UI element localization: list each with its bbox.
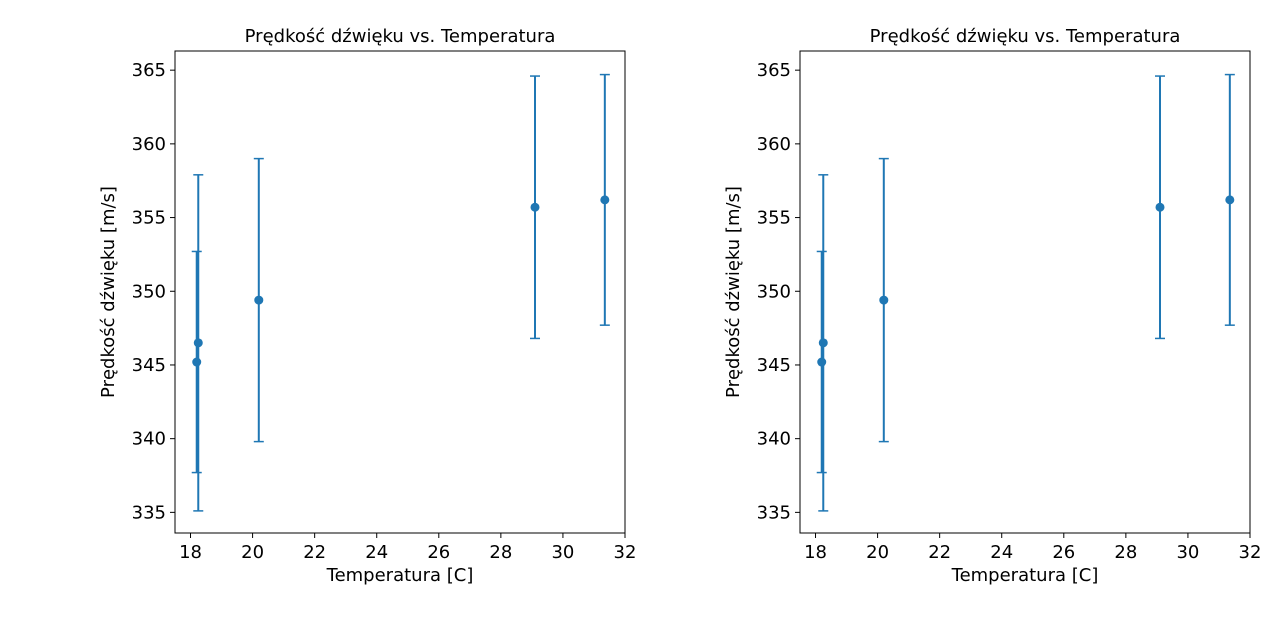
data-point xyxy=(530,202,540,212)
data-point xyxy=(254,295,264,305)
plot-area-frame xyxy=(174,50,626,534)
data-point xyxy=(818,338,828,348)
plot-area-frame xyxy=(799,50,1251,534)
x-axis-label: Temperatura [C] xyxy=(326,565,474,586)
y-axis-label: Prędkość dźwięku [m/s] xyxy=(723,186,744,398)
data-point xyxy=(1225,195,1235,205)
chart-title: Prędkość dźwięku vs. Temperatura xyxy=(245,26,556,47)
x-tick-label: 32 xyxy=(614,542,637,563)
x-tick-label: 18 xyxy=(804,542,827,563)
x-tick-label: 26 xyxy=(427,542,450,563)
data-point xyxy=(192,357,202,367)
x-tick-label: 20 xyxy=(866,542,889,563)
x-tick-label: 24 xyxy=(365,542,388,563)
chart-panel-1: Prędkość dźwięku vs. Temperatura 18 20 22 24… xyxy=(98,26,636,586)
y-tick-label: 355 xyxy=(757,208,791,229)
x-tick-label: 30 xyxy=(1176,542,1199,563)
y-tick-label: 335 xyxy=(132,502,166,523)
y-tick-label: 360 xyxy=(132,134,166,155)
data-point xyxy=(879,295,889,305)
y-tick-label: 340 xyxy=(132,429,166,450)
y-tick-label: 365 xyxy=(757,60,791,81)
x-tick-label: 18 xyxy=(179,542,202,563)
data-point xyxy=(600,195,610,205)
y-tick-label: 345 xyxy=(132,355,166,376)
x-tick-label: 32 xyxy=(1239,542,1262,563)
data-point xyxy=(1155,202,1165,212)
x-tick-label: 26 xyxy=(1052,542,1075,563)
chart-title: Prędkość dźwięku vs. Temperatura xyxy=(870,26,1181,47)
y-tick-label: 340 xyxy=(757,429,791,450)
x-tick-label: 28 xyxy=(489,542,512,563)
x-tick-label: 24 xyxy=(990,542,1013,563)
x-tick-label: 30 xyxy=(551,542,574,563)
chart-panel-2: Prędkość dźwięku vs. Temperatura 18 20 22 24… xyxy=(723,26,1261,586)
y-tick-label: 360 xyxy=(757,134,791,155)
data-point xyxy=(817,357,827,367)
y-tick-label: 335 xyxy=(757,502,791,523)
y-tick-label: 350 xyxy=(132,281,166,302)
y-tick-label: 355 xyxy=(132,208,166,229)
x-tick-label: 28 xyxy=(1114,542,1137,563)
x-tick-label: 20 xyxy=(241,542,264,563)
x-axis-label: Temperatura [C] xyxy=(951,565,1099,586)
x-tick-label: 22 xyxy=(928,542,951,563)
y-tick-label: 345 xyxy=(757,355,791,376)
data-point xyxy=(193,338,203,348)
y-tick-label: 365 xyxy=(132,60,166,81)
x-tick-label: 22 xyxy=(303,542,326,563)
y-tick-label: 350 xyxy=(757,281,791,302)
y-axis-label: Prędkość dźwięku [m/s] xyxy=(98,186,119,398)
